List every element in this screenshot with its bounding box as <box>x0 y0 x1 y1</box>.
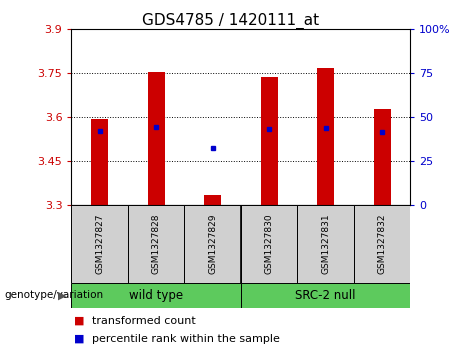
Bar <box>204 195 221 205</box>
Text: GSM1327829: GSM1327829 <box>208 214 217 274</box>
Bar <box>297 205 354 283</box>
Text: genotype/variation: genotype/variation <box>5 290 104 301</box>
Text: GSM1327832: GSM1327832 <box>378 214 387 274</box>
Bar <box>184 205 241 283</box>
Bar <box>373 109 390 205</box>
Bar <box>260 77 278 205</box>
Bar <box>91 119 108 205</box>
Text: GDS4785 / 1420111_at: GDS4785 / 1420111_at <box>142 13 319 29</box>
Text: SRC-2 null: SRC-2 null <box>296 289 356 302</box>
Bar <box>148 72 165 205</box>
Text: GSM1327828: GSM1327828 <box>152 214 161 274</box>
Text: wild type: wild type <box>129 289 183 302</box>
Text: GSM1327827: GSM1327827 <box>95 214 104 274</box>
Bar <box>128 205 184 283</box>
Text: ■: ■ <box>74 334 84 344</box>
Text: transformed count: transformed count <box>92 315 196 326</box>
Bar <box>71 283 241 308</box>
Bar <box>241 205 297 283</box>
Text: ■: ■ <box>74 315 84 326</box>
Text: GSM1327831: GSM1327831 <box>321 214 330 274</box>
Bar <box>241 283 410 308</box>
Text: ▶: ▶ <box>59 290 67 301</box>
Bar <box>71 205 128 283</box>
Text: GSM1327830: GSM1327830 <box>265 214 274 274</box>
Bar <box>317 68 334 205</box>
Text: percentile rank within the sample: percentile rank within the sample <box>92 334 280 344</box>
Bar <box>354 205 410 283</box>
